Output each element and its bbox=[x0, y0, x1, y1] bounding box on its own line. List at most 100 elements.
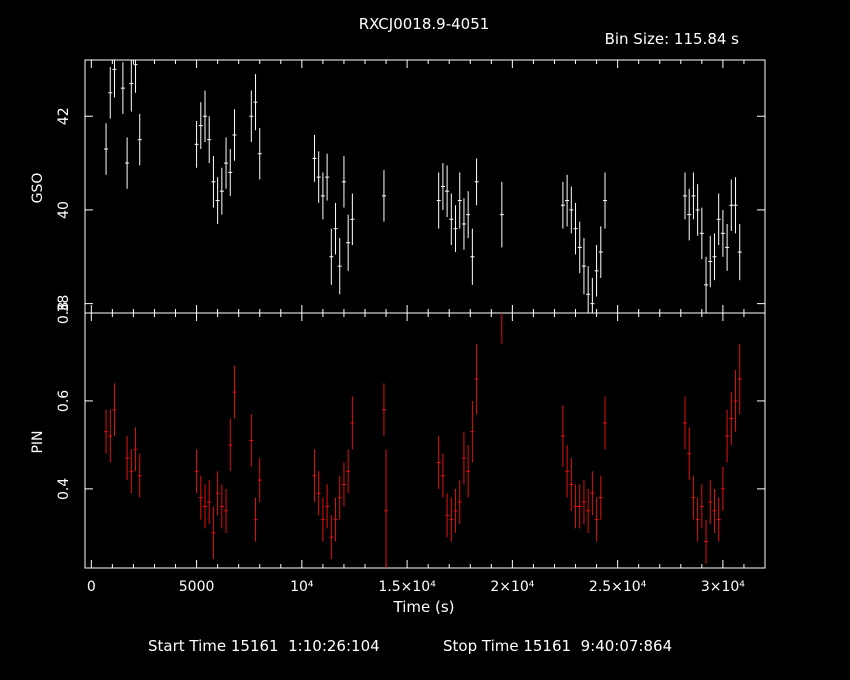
gso-data-point bbox=[381, 170, 386, 222]
gso-data-point bbox=[120, 62, 125, 114]
gso-data-point bbox=[211, 156, 216, 208]
gso-data-point bbox=[457, 172, 462, 229]
pin-data-point bbox=[699, 484, 704, 529]
pin-data-point bbox=[203, 484, 207, 529]
pin-data-point bbox=[198, 475, 203, 520]
gso-data-point bbox=[215, 177, 220, 224]
pin-data-point bbox=[329, 515, 334, 560]
pin-data-point bbox=[466, 444, 471, 498]
pin-axis-label: PIN bbox=[30, 430, 46, 453]
pin-panel-frame bbox=[84, 312, 766, 569]
gso-data-point bbox=[316, 151, 321, 203]
gso-data-point bbox=[598, 226, 603, 278]
pin-data-point bbox=[594, 497, 599, 542]
gso-data-point bbox=[577, 221, 582, 274]
gso-data-point bbox=[569, 186, 574, 234]
gso-data-point bbox=[337, 238, 342, 295]
pin-data-point bbox=[449, 497, 454, 542]
gso-data-point bbox=[133, 60, 138, 93]
gso-data-point bbox=[560, 181, 565, 229]
pin-data-point bbox=[687, 427, 692, 481]
gso-data-point bbox=[716, 193, 721, 246]
pin-data-point bbox=[381, 383, 386, 437]
pin-data-point bbox=[603, 396, 607, 450]
x-tick-label: 2.5×10⁴ bbox=[589, 579, 647, 595]
gso-axis-ticks: 38 40 42 bbox=[56, 60, 765, 313]
pin-data-point bbox=[708, 480, 713, 525]
pin-data-point bbox=[733, 370, 738, 432]
pin-data-point bbox=[333, 497, 338, 542]
gso-data-point bbox=[729, 179, 734, 232]
pin-data-point bbox=[729, 392, 734, 445]
pin-data-point bbox=[598, 475, 603, 520]
gso-data-point bbox=[203, 90, 207, 142]
x-tick-label: 5000 bbox=[179, 579, 215, 595]
pin-data-point bbox=[573, 484, 578, 529]
pin-data-point bbox=[577, 484, 582, 529]
pin-data-point bbox=[453, 488, 458, 533]
gso-data-point bbox=[129, 60, 134, 112]
start-time-label: Start Time 15161 1:10:26:104 bbox=[148, 637, 380, 655]
pin-axis-ticks: 0.4 0.6 0.8 0 5000 10⁴ 1.5×10⁴ 2×10⁴ 2.5×10⁴ 3×10… bbox=[56, 302, 765, 595]
gso-data-point bbox=[683, 172, 687, 220]
pin-data-point bbox=[253, 497, 258, 542]
pin-data-point bbox=[207, 480, 212, 525]
gso-data-point bbox=[436, 172, 441, 229]
gso-data-point bbox=[257, 127, 262, 180]
pin-data-point bbox=[137, 453, 142, 498]
pin-data-point bbox=[194, 449, 199, 494]
gso-data-point bbox=[737, 223, 742, 281]
stop-time-label: Stop Time 15161 9:40:07:864 bbox=[443, 637, 672, 655]
pin-data-point bbox=[565, 444, 570, 498]
pin-data-point bbox=[737, 343, 742, 415]
gso-data-point bbox=[341, 156, 346, 208]
gso-series bbox=[104, 60, 742, 313]
pin-data-point bbox=[436, 436, 441, 489]
gso-data-point bbox=[449, 193, 454, 246]
pin-y-tick-label: 0.4 bbox=[56, 478, 72, 500]
gso-data-point bbox=[733, 177, 738, 234]
gso-data-point bbox=[725, 223, 730, 271]
gso-data-point bbox=[565, 174, 570, 227]
pin-data-point bbox=[695, 497, 700, 542]
pin-data-point bbox=[590, 471, 595, 516]
gso-data-point bbox=[228, 149, 233, 196]
gso-panel-frame bbox=[84, 59, 766, 314]
pin-data-point bbox=[691, 475, 696, 520]
gso-data-point bbox=[581, 238, 586, 295]
gso-data-point bbox=[453, 205, 458, 253]
pin-data-point bbox=[457, 480, 462, 525]
gso-data-point bbox=[253, 74, 258, 131]
pin-data-point bbox=[712, 488, 717, 533]
pin-data-point bbox=[224, 488, 229, 533]
pin-data-point bbox=[249, 414, 254, 467]
pin-data-point bbox=[716, 497, 721, 542]
x-tick-label: 10⁴ bbox=[290, 579, 314, 595]
pin-data-point bbox=[445, 493, 450, 538]
pin-data-point bbox=[257, 458, 262, 503]
gso-data-point bbox=[461, 198, 466, 250]
gso-data-point bbox=[249, 90, 254, 142]
gso-y-tick-label: 40 bbox=[56, 201, 72, 219]
gso-data-point bbox=[219, 167, 224, 215]
x-tick-label: 1.5×10⁴ bbox=[378, 579, 436, 595]
x-axis-label: Time (s) bbox=[393, 598, 455, 616]
pin-data-point bbox=[325, 484, 330, 529]
pin-data-point bbox=[232, 365, 237, 419]
gso-data-point bbox=[466, 191, 471, 239]
x-tick-label: 0 bbox=[87, 579, 96, 595]
gso-data-point bbox=[137, 113, 142, 166]
gso-y-tick-label: 42 bbox=[56, 107, 72, 125]
pin-data-point bbox=[384, 449, 389, 568]
gso-data-point bbox=[704, 256, 709, 313]
pin-data-point bbox=[133, 427, 138, 472]
gso-data-point bbox=[470, 228, 475, 285]
gso-data-point bbox=[325, 153, 330, 201]
x-tick-label: 2×10⁴ bbox=[490, 579, 534, 595]
pin-data-point bbox=[725, 409, 730, 463]
pin-data-point bbox=[125, 436, 130, 481]
gso-axis-label: GSO bbox=[30, 173, 46, 204]
gso-data-point bbox=[445, 165, 450, 217]
gso-data-point bbox=[104, 123, 109, 175]
